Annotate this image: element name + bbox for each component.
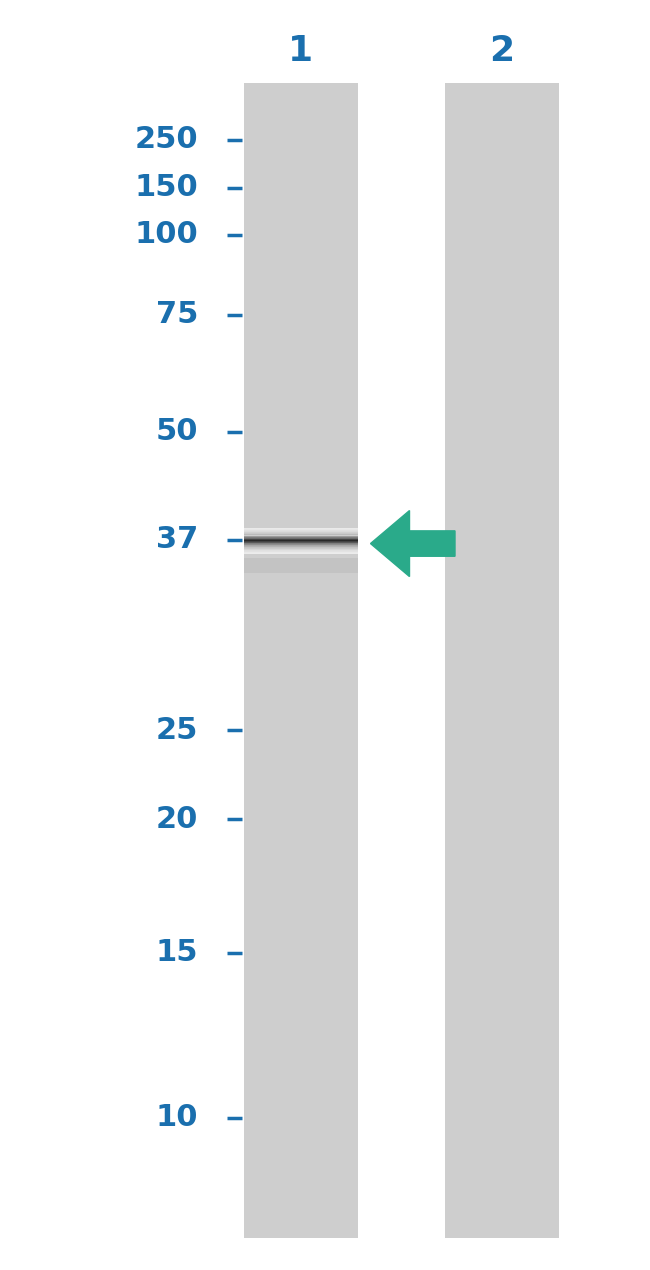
Text: 25: 25 (156, 716, 198, 744)
Bar (244, 558, 358, 573)
Text: 10: 10 (156, 1104, 198, 1132)
Bar (244, 83, 358, 1238)
Text: 50: 50 (156, 418, 198, 446)
Text: 15: 15 (156, 939, 198, 966)
Bar (445, 83, 559, 1238)
Text: 250: 250 (135, 126, 198, 154)
Text: 150: 150 (135, 174, 198, 202)
Text: 37: 37 (156, 526, 198, 554)
Text: 75: 75 (156, 301, 198, 329)
Text: 20: 20 (156, 805, 198, 833)
FancyArrow shape (370, 511, 455, 577)
Text: 2: 2 (489, 34, 514, 67)
Text: 1: 1 (289, 34, 313, 67)
Text: 100: 100 (135, 221, 198, 249)
